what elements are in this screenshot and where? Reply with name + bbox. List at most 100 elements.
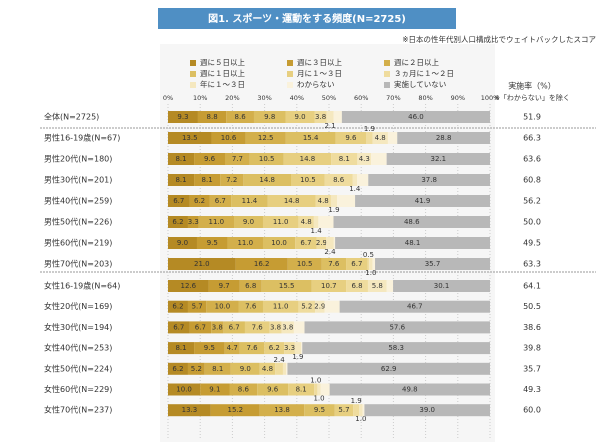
bar-segment: [298, 216, 314, 228]
bar-segment: [239, 342, 265, 355]
data-label: 1.9: [292, 353, 303, 361]
data-label: 10.5: [297, 260, 313, 268]
data-label: 6.7: [229, 323, 240, 331]
data-label: 12.5: [258, 134, 274, 142]
bar-segment: [168, 280, 209, 292]
data-label: 46.7: [407, 303, 423, 311]
data-label: 62.9: [381, 365, 397, 373]
x-tick-label: 70%: [386, 94, 400, 102]
bar-segment: [346, 280, 368, 292]
data-label: 9.5: [207, 239, 218, 247]
bar-segment: [187, 300, 207, 313]
bar-segment: [304, 321, 490, 334]
data-label: 11.0: [237, 239, 253, 247]
data-label: 57.6: [389, 323, 405, 331]
bar-segment: [223, 321, 245, 334]
data-label: 2.1: [325, 122, 336, 130]
rate-value: 63.3: [523, 260, 541, 269]
bar-segment: [375, 258, 490, 270]
data-label: 7.6: [328, 260, 340, 268]
rate-value: 64.1: [523, 282, 541, 291]
bar-segment: [211, 132, 246, 144]
rate-value: 66.3: [523, 134, 541, 143]
rate-value: 49.5: [523, 239, 541, 248]
y-tick-label: 男性30代(N=201): [44, 175, 112, 185]
rate-value: 49.3: [523, 385, 541, 394]
bar-segment: [168, 383, 201, 396]
bar-segment: [283, 153, 332, 165]
bar-segment: [209, 195, 232, 207]
title-bar: [158, 8, 456, 29]
y-tick-label: 男性60代(N=219): [44, 238, 112, 248]
legend-swatch: [190, 60, 196, 66]
bar-segment: [362, 404, 365, 417]
bar-segment: [386, 153, 490, 165]
data-label: 41.9: [415, 197, 431, 205]
data-label: 6.7: [195, 323, 206, 331]
legend-label: ３ヵ月に１～２日: [394, 69, 454, 78]
bar-segment: [339, 300, 490, 313]
x-tick-label: 60%: [354, 94, 368, 102]
data-label: 8.1: [175, 176, 186, 184]
data-label: 8.1: [339, 155, 350, 163]
bar-segment: [235, 258, 288, 270]
data-label: 1.9: [364, 125, 375, 133]
x-tick-label: 100%: [481, 94, 500, 102]
legend-swatch: [190, 82, 196, 88]
y-tick-label: 男性50代(N=226): [44, 217, 112, 227]
bar-segment: [366, 132, 373, 144]
data-label: 9.5: [314, 406, 325, 414]
data-label: 5.2: [191, 365, 202, 373]
bar-segment: [194, 174, 221, 186]
bar-segment: [168, 153, 195, 165]
bar-segment: [311, 280, 347, 292]
data-label: 14.8: [300, 155, 316, 163]
rate-value: 50.5: [523, 302, 541, 311]
bar-segment: [249, 153, 284, 165]
bar-segment: [238, 300, 263, 313]
data-label: 1.9: [328, 206, 339, 214]
data-label: 10.5: [300, 176, 316, 184]
x-tick-label: 30%: [257, 94, 271, 102]
y-tick-label: 女性40代(N=253): [44, 343, 112, 353]
data-label: 11.4: [242, 197, 258, 205]
data-label: 10.0: [176, 386, 192, 394]
bar-segment: [329, 383, 490, 396]
data-label: 8.1: [212, 365, 223, 373]
bar-segment: [287, 258, 322, 270]
data-label: 6.7: [173, 197, 184, 205]
data-label: 3.3: [284, 344, 295, 352]
data-label: 10.7: [321, 282, 337, 290]
bar-segment: [262, 216, 299, 228]
data-label: 15.5: [279, 282, 295, 290]
data-label: 6.2: [269, 344, 280, 352]
bar-segment: [168, 258, 236, 270]
data-label: 1.4: [311, 227, 323, 235]
data-label: 49.8: [402, 386, 418, 394]
data-label: 3.8: [315, 113, 326, 121]
data-label: 3.8: [212, 323, 223, 331]
bar-segment: [324, 174, 353, 186]
bar-segment: [287, 362, 490, 375]
bar-segment: [284, 342, 295, 355]
bar-segment: [168, 321, 190, 334]
bar-segment: [224, 342, 240, 355]
bar-segment: [295, 237, 317, 249]
bar-segment: [369, 258, 373, 270]
data-label: 2.9: [314, 303, 325, 311]
bar-segment: [226, 111, 254, 123]
bar-segment: [196, 237, 228, 249]
bar-segment: [324, 300, 340, 313]
bar-segment: [331, 153, 358, 165]
data-label: 5.7: [338, 406, 349, 414]
bar-segment: [259, 362, 276, 375]
bar-segment: [275, 362, 283, 375]
bar-segment: [321, 258, 347, 270]
data-label: 7.2: [226, 176, 237, 184]
bar-segment: [282, 362, 287, 375]
bar-segment: [367, 280, 387, 292]
data-label: 8.1: [175, 344, 186, 352]
bar-segment: [245, 132, 286, 144]
data-label: 32.1: [431, 155, 447, 163]
bar-segment: [367, 258, 370, 270]
